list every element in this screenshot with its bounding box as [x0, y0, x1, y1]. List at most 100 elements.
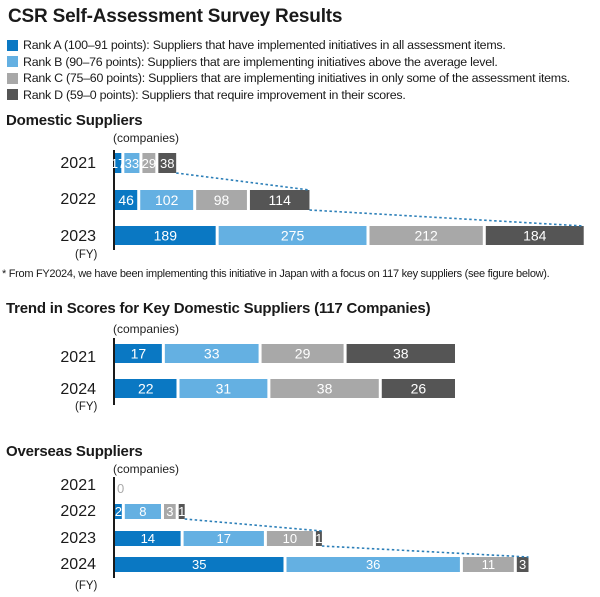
- legend-item-rank-a: Rank A (100–91 points): Suppliers that h…: [7, 37, 570, 54]
- data-label: 8: [139, 504, 146, 519]
- legend-item-rank-b: Rank B (90–76 points): Suppliers that ar…: [7, 54, 570, 71]
- bar-segment-rank-d: [178, 504, 185, 519]
- bar-segment-rank-b: [140, 190, 194, 210]
- data-label: 212: [414, 228, 438, 244]
- overseas-unit: (companies): [113, 462, 180, 476]
- domestic-title: Domestic Suppliers: [6, 112, 143, 129]
- data-label: 46: [118, 192, 134, 208]
- data-label: 22: [138, 381, 154, 397]
- bar-segment-rank-d: [485, 226, 584, 245]
- data-label: 26: [411, 381, 427, 397]
- fy-label: (FY): [75, 401, 98, 413]
- bar-segment-rank-a: [115, 379, 177, 398]
- data-label: 3: [166, 504, 173, 519]
- bar-segment-rank-a: [115, 153, 122, 173]
- data-label: 29: [142, 156, 156, 171]
- year-label: 2024: [60, 556, 96, 573]
- data-label: 38: [393, 346, 409, 362]
- zero-annotation: 0: [117, 481, 124, 496]
- bar-segment-rank-a: [115, 504, 122, 519]
- data-label: 184: [523, 228, 547, 244]
- key-domestic-unit: (companies): [113, 322, 180, 336]
- legend-label: Rank C (75–60 points): Suppliers that ar…: [23, 71, 570, 86]
- data-label: 189: [154, 228, 178, 244]
- connector-line: [309, 209, 584, 227]
- data-label: 33: [125, 156, 139, 171]
- domestic-unit: (companies): [113, 131, 180, 145]
- data-label: 35: [192, 557, 206, 572]
- overseas-axis: [113, 477, 115, 578]
- legend-item-rank-d: Rank D (59–0 points): Suppliers that req…: [7, 87, 570, 104]
- bar-segment-rank-a: [115, 344, 162, 363]
- bar-segment-rank-b: [179, 379, 268, 398]
- footnote: * From FY2024, we have been implementing…: [2, 268, 550, 280]
- data-label: 31: [216, 381, 232, 397]
- bar-segment-rank-b: [124, 153, 140, 173]
- year-label: 2023: [60, 228, 96, 245]
- data-label: 275: [281, 228, 305, 244]
- bar-segment-rank-b: [218, 226, 367, 245]
- bar-segment-rank-b: [124, 504, 161, 519]
- year-label: 2021: [60, 155, 96, 172]
- bar-segment-rank-d: [346, 344, 455, 363]
- legend-label: Rank D (59–0 points): Suppliers that req…: [23, 87, 406, 102]
- data-label: 14: [141, 531, 155, 546]
- bar-segment-rank-a: [115, 226, 216, 245]
- year-label: 2022: [60, 503, 96, 520]
- data-label: 11: [482, 557, 496, 572]
- data-label: 17: [131, 346, 147, 362]
- bar-segment-rank-d: [158, 153, 177, 173]
- data-label: 98: [214, 192, 230, 208]
- connector-line: [184, 518, 322, 532]
- bar-segment-rank-d: [516, 557, 529, 572]
- bar-segment-rank-a: [115, 557, 284, 572]
- key-domestic-title: Trend in Scores for Key Domestic Supplie…: [6, 300, 431, 317]
- bar-segment-rank-b: [164, 344, 259, 363]
- legend-label: Rank A (100–91 points): Suppliers that h…: [23, 38, 506, 53]
- bar-segment-rank-c: [164, 504, 176, 519]
- data-label: 38: [317, 381, 333, 397]
- bar-segment-rank-c: [142, 153, 156, 173]
- data-label: 17: [217, 531, 231, 546]
- data-label: 1: [315, 531, 322, 546]
- legend-label: Rank B (90–76 points): Suppliers that ar…: [23, 54, 498, 69]
- bar-segment-rank-d: [315, 531, 322, 546]
- bar-segment-rank-b: [183, 531, 264, 546]
- year-label: 2024: [60, 381, 96, 398]
- bar-segment-rank-b: [286, 557, 460, 572]
- rank-b-swatch: [7, 56, 18, 68]
- year-label: 2021: [60, 477, 96, 494]
- domestic-axis: [113, 150, 115, 250]
- data-label: 17: [111, 156, 125, 171]
- legend-item-rank-c: Rank C (75–60 points): Suppliers that ar…: [7, 70, 570, 87]
- bar-segment-rank-c: [369, 226, 483, 245]
- data-label: 1: [178, 504, 185, 519]
- connector-line: [176, 172, 310, 191]
- fy-label: (FY): [75, 580, 98, 592]
- data-label: 3: [519, 557, 526, 572]
- bar-segment-rank-c: [462, 557, 514, 572]
- data-label: 2: [115, 504, 122, 519]
- bar-segment-rank-a: [115, 190, 138, 210]
- bar-segment-rank-c: [266, 531, 313, 546]
- rank-a-swatch: [7, 39, 18, 51]
- page-title: CSR Self-Assessment Survey Results: [8, 6, 343, 27]
- data-label: 10: [283, 531, 297, 546]
- data-label: 114: [269, 192, 292, 208]
- data-label: 29: [295, 346, 311, 362]
- bar-segment-rank-c: [261, 344, 344, 363]
- key-domestic-axis: [113, 338, 115, 405]
- year-label: 2022: [60, 191, 96, 208]
- bar-segment-rank-d: [249, 190, 310, 210]
- connector-line: [321, 545, 529, 558]
- bar-segment-rank-c: [196, 190, 247, 210]
- year-label: 2023: [60, 530, 96, 547]
- rank-c-swatch: [7, 72, 18, 84]
- bar-segment-rank-c: [270, 379, 379, 398]
- legend: Rank A (100–91 points): Suppliers that h…: [7, 37, 570, 103]
- data-label: 102: [155, 192, 179, 208]
- year-label: 2021: [60, 349, 96, 366]
- rank-d-swatch: [7, 89, 18, 101]
- fy-label: (FY): [75, 249, 98, 261]
